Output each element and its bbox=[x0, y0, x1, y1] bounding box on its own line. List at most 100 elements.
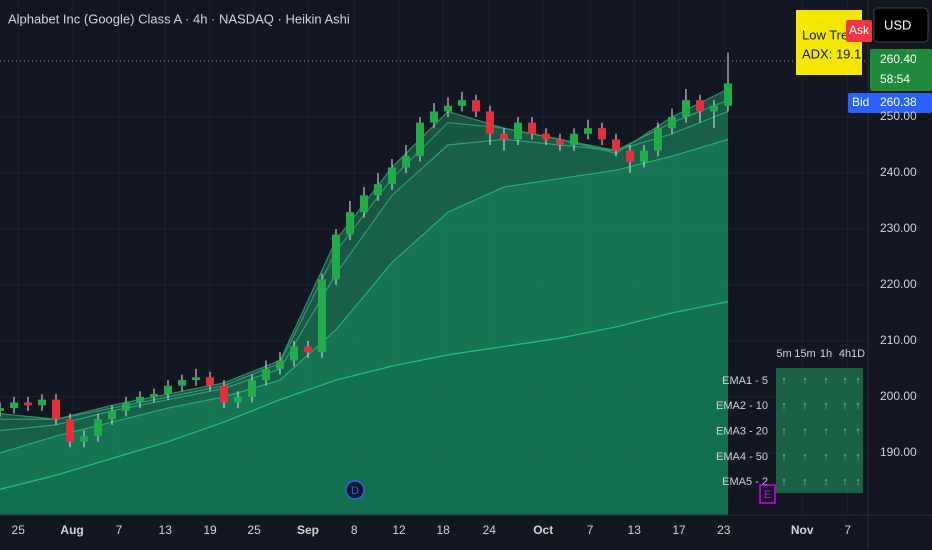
y-tick-label: 240.00 bbox=[880, 165, 917, 179]
candle-body bbox=[654, 128, 662, 151]
table-cell: ↑ bbox=[855, 375, 861, 387]
table-cell: ↑ bbox=[802, 400, 808, 412]
table-column: 1h bbox=[820, 348, 832, 360]
table-cell: ↑ bbox=[842, 451, 848, 463]
table-cell: ↑ bbox=[802, 375, 808, 387]
candle-body bbox=[24, 402, 32, 406]
table-cell: ↑ bbox=[842, 476, 848, 488]
y-tick-label: 190.00 bbox=[880, 445, 917, 459]
x-tick-label: Oct bbox=[533, 523, 553, 537]
chart-title: Alphabet Inc (Google) Class A · 4h · NAS… bbox=[8, 11, 350, 26]
candle-body bbox=[472, 100, 480, 112]
ask-label: Ask bbox=[849, 23, 870, 37]
candle-body bbox=[150, 394, 158, 397]
table-cell: ↑ bbox=[855, 426, 861, 438]
candle-body bbox=[374, 184, 382, 196]
candle-body bbox=[66, 419, 74, 442]
candle-body bbox=[318, 279, 326, 353]
candle-body bbox=[556, 139, 564, 145]
candle-body bbox=[276, 360, 284, 369]
candle-body bbox=[262, 368, 270, 381]
x-tick-label: 13 bbox=[159, 523, 173, 537]
candle-body bbox=[38, 399, 46, 406]
candle-body bbox=[430, 111, 438, 123]
x-tick-label: 7 bbox=[116, 523, 123, 537]
ema-band bbox=[0, 111, 728, 453]
candle-body bbox=[500, 133, 508, 140]
bid-price: 260.38 bbox=[880, 95, 917, 109]
candle-body bbox=[192, 377, 200, 381]
table-row-label: EMA4 - 50 bbox=[716, 451, 768, 463]
x-tick-label: Sep bbox=[297, 523, 319, 537]
ema-band bbox=[0, 139, 728, 490]
table-cell: ↑ bbox=[855, 476, 861, 488]
x-tick-label: 7 bbox=[587, 523, 594, 537]
x-tick-label: 7 bbox=[844, 523, 851, 537]
candle-body bbox=[640, 150, 648, 162]
earnings-marker[interactable] bbox=[759, 484, 776, 504]
candle-body bbox=[584, 128, 592, 134]
y-tick-label: 230.00 bbox=[880, 221, 917, 235]
table-column: 4h bbox=[839, 348, 851, 360]
candle-body bbox=[682, 100, 690, 117]
table-cell: ↑ bbox=[855, 451, 861, 463]
x-tick-label: 25 bbox=[247, 523, 261, 537]
table-cell: ↑ bbox=[781, 451, 787, 463]
candle-body bbox=[94, 419, 102, 437]
table-cell: ↑ bbox=[823, 476, 829, 488]
table-cell: ↑ bbox=[823, 400, 829, 412]
bid-tag bbox=[848, 93, 932, 113]
table-cell: ↑ bbox=[781, 426, 787, 438]
candle-body bbox=[248, 380, 256, 397]
trend-box-line: ADX: 19.1 bbox=[802, 46, 861, 61]
candle-body bbox=[626, 150, 634, 162]
table-row-label: EMA5 - 2 bbox=[722, 476, 768, 488]
earnings-label: E bbox=[764, 489, 771, 501]
candle-body bbox=[514, 122, 522, 140]
candle-body bbox=[206, 377, 214, 386]
table-cell: ↑ bbox=[855, 400, 861, 412]
table-row-label: EMA1 - 5 bbox=[722, 375, 768, 387]
ema-base-area bbox=[0, 301, 728, 515]
trend-box-line: Low Tren bbox=[802, 27, 855, 42]
candle-body bbox=[122, 402, 130, 411]
currency-label: USD bbox=[884, 17, 911, 32]
trend-table-bg bbox=[776, 368, 863, 493]
candle-body bbox=[710, 105, 718, 112]
dividend-marker[interactable] bbox=[345, 480, 365, 500]
candle-body bbox=[458, 100, 466, 106]
last-price-tag bbox=[870, 49, 932, 91]
candle-body bbox=[234, 396, 242, 403]
candle-body bbox=[668, 116, 676, 129]
x-tick-label: 25 bbox=[12, 523, 26, 537]
table-column: 1D bbox=[851, 348, 865, 360]
currency-button[interactable] bbox=[873, 7, 929, 43]
candle-body bbox=[108, 410, 116, 420]
y-tick-label: 250.00 bbox=[880, 109, 917, 123]
table-cell: ↑ bbox=[802, 426, 808, 438]
y-tick-label: 220.00 bbox=[880, 277, 917, 291]
candle-body bbox=[570, 133, 578, 145]
table-cell: ↑ bbox=[823, 426, 829, 438]
x-tick-label: 13 bbox=[628, 523, 642, 537]
table-column: 5m bbox=[776, 348, 791, 360]
candle-body bbox=[612, 139, 620, 151]
bid-label: Bid bbox=[852, 95, 869, 109]
countdown: 58:54 bbox=[880, 72, 910, 86]
table-column: 15m bbox=[794, 348, 815, 360]
y-tick-label: 200.00 bbox=[880, 389, 917, 403]
table-cell: ↑ bbox=[802, 476, 808, 488]
table-cell: ↑ bbox=[802, 451, 808, 463]
table-cell: ↑ bbox=[781, 375, 787, 387]
x-tick-label: Nov bbox=[791, 523, 814, 537]
ask-badge bbox=[846, 20, 872, 42]
candle-body bbox=[178, 380, 186, 386]
candle-body bbox=[388, 167, 396, 185]
table-row-label: EMA2 - 10 bbox=[716, 400, 768, 412]
candle-body bbox=[486, 111, 494, 134]
candle-body bbox=[164, 385, 172, 395]
candle-body bbox=[724, 83, 732, 106]
table-cell: ↑ bbox=[842, 426, 848, 438]
candle-body bbox=[136, 396, 144, 403]
x-tick-label: Aug bbox=[60, 523, 83, 537]
